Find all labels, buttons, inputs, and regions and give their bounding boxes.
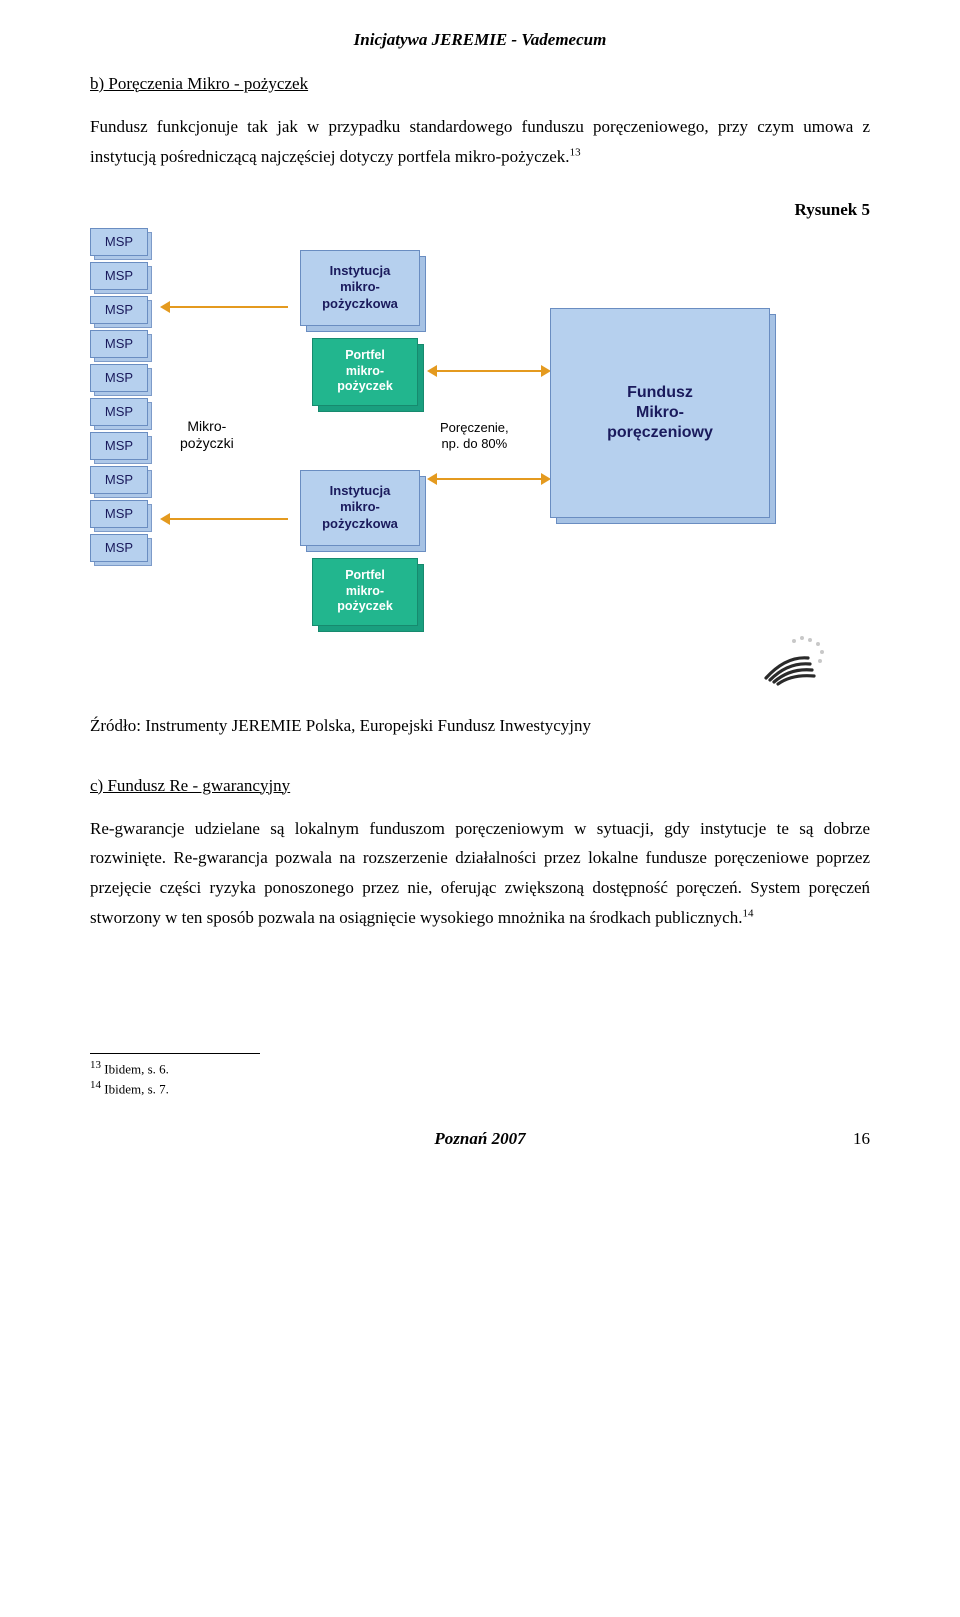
footnote-ref-13: 13 xyxy=(570,146,581,158)
fn14-num: 14 xyxy=(90,1079,101,1091)
inst-box-bottom: Instytucja mikro- pożyczkowa xyxy=(300,470,420,546)
msp-box: MSP xyxy=(90,364,148,392)
footnote-ref-14: 14 xyxy=(742,907,753,919)
inst-l3: pożyczkowa xyxy=(322,296,398,311)
msp-column: MSP MSP MSP MSP MSP MSP MSP MSP MSP MSP xyxy=(90,228,148,562)
msp-label: MSP xyxy=(90,330,148,358)
portf-box-top: Portfel mikro- pożyczek xyxy=(312,338,418,406)
page-number: 16 xyxy=(830,1129,870,1149)
section-c-heading: c) Fundusz Re - gwarancyjny xyxy=(90,776,870,796)
fn14-text: Ibidem, s. 7. xyxy=(101,1081,169,1096)
arrow-bottom-to-fund xyxy=(435,478,543,480)
inst-b-l2: mikro- xyxy=(340,499,380,514)
porecz-l2: np. do 80% xyxy=(441,436,507,451)
msp-label: MSP xyxy=(90,500,148,528)
inst-group-top: Instytucja mikro- pożyczkowa Portfel mik… xyxy=(300,250,430,406)
figure-5-diagram: MSP MSP MSP MSP MSP MSP MSP MSP MSP MSP Mikro- po… xyxy=(90,228,870,698)
figure-5-source: Źródło: Instrumenty JEREMIE Polska, Euro… xyxy=(90,716,870,736)
mikro-l1: Mikro- xyxy=(187,418,226,434)
p1-b: mikro-pożyczek. xyxy=(455,147,570,166)
msp-label: MSP xyxy=(90,398,148,426)
figure-5-caption: Rysunek 5 xyxy=(90,200,870,220)
msp-label: MSP xyxy=(90,466,148,494)
inst-l1: Instytucja xyxy=(330,263,391,278)
fn13-num: 13 xyxy=(90,1059,101,1071)
arrow-msp-to-bottom xyxy=(168,518,288,520)
fund-box: Fundusz Mikro- poręczeniowy xyxy=(550,308,770,518)
footer-city: Poznań 2007 xyxy=(130,1129,830,1149)
msp-label: MSP xyxy=(90,534,148,562)
portf-b-l2: mikro- xyxy=(346,584,384,598)
msp-box: MSP xyxy=(90,228,148,256)
inst-b-l1: Instytucja xyxy=(330,483,391,498)
msp-label: MSP xyxy=(90,296,148,324)
section-c-paragraph: Re-gwarancje udzielane są lokalnym fundu… xyxy=(90,814,870,933)
page-footer: Poznań 2007 16 xyxy=(90,1129,870,1149)
footnote-13: 13 Ibidem, s. 6. xyxy=(90,1058,870,1079)
fund-l2: Mikro- xyxy=(636,404,684,421)
doc-header: Inicjatywa JEREMIE - Vademecum xyxy=(90,30,870,50)
footnote-14: 14 Ibidem, s. 7. xyxy=(90,1078,870,1099)
mikro-pozyczki-label: Mikro- pożyczki xyxy=(180,418,234,453)
fund-l3: poręczeniowy xyxy=(607,424,713,441)
msp-box: MSP xyxy=(90,262,148,290)
inst-box-top: Instytucja mikro- pożyczkowa xyxy=(300,250,420,326)
portf-l1: Portfel xyxy=(345,348,385,362)
portf-b-l3: pożyczek xyxy=(337,599,393,613)
msp-box: MSP xyxy=(90,500,148,528)
msp-box: MSP xyxy=(90,534,148,562)
msp-box: MSP xyxy=(90,398,148,426)
mikro-l2: pożyczki xyxy=(180,435,234,451)
inst-group-bottom: Instytucja mikro- pożyczkowa Portfel mik… xyxy=(300,470,430,626)
msp-box: MSP xyxy=(90,432,148,460)
fund-l1: Fundusz xyxy=(627,384,693,401)
footnote-separator xyxy=(90,1053,260,1054)
inst-l2: mikro- xyxy=(340,279,380,294)
eu-stars-icon xyxy=(760,634,830,686)
arrow-top-to-fund xyxy=(435,370,543,372)
section-b-heading: b) Poręczenia Mikro - pożyczek xyxy=(90,74,870,94)
porecz-l1: Poręczenie, xyxy=(440,420,509,435)
arrow-msp-to-top xyxy=(168,306,288,308)
inst-b-l3: pożyczkowa xyxy=(322,516,398,531)
msp-label: MSP xyxy=(90,432,148,460)
msp-label: MSP xyxy=(90,262,148,290)
portf-box-bottom: Portfel mikro- pożyczek xyxy=(312,558,418,626)
portf-l2: mikro- xyxy=(346,364,384,378)
fn13-text: Ibidem, s. 6. xyxy=(101,1061,169,1076)
portf-l3: pożyczek xyxy=(337,379,393,393)
poreczenie-label: Poręczenie, np. do 80% xyxy=(440,420,509,453)
msp-label: MSP xyxy=(90,364,148,392)
msp-label: MSP xyxy=(90,228,148,256)
msp-box: MSP xyxy=(90,466,148,494)
section-b-paragraph: Fundusz funkcjonuje tak jak w przypadku … xyxy=(90,112,870,172)
msp-box: MSP xyxy=(90,330,148,358)
portf-b-l1: Portfel xyxy=(345,568,385,582)
msp-box: MSP xyxy=(90,296,148,324)
